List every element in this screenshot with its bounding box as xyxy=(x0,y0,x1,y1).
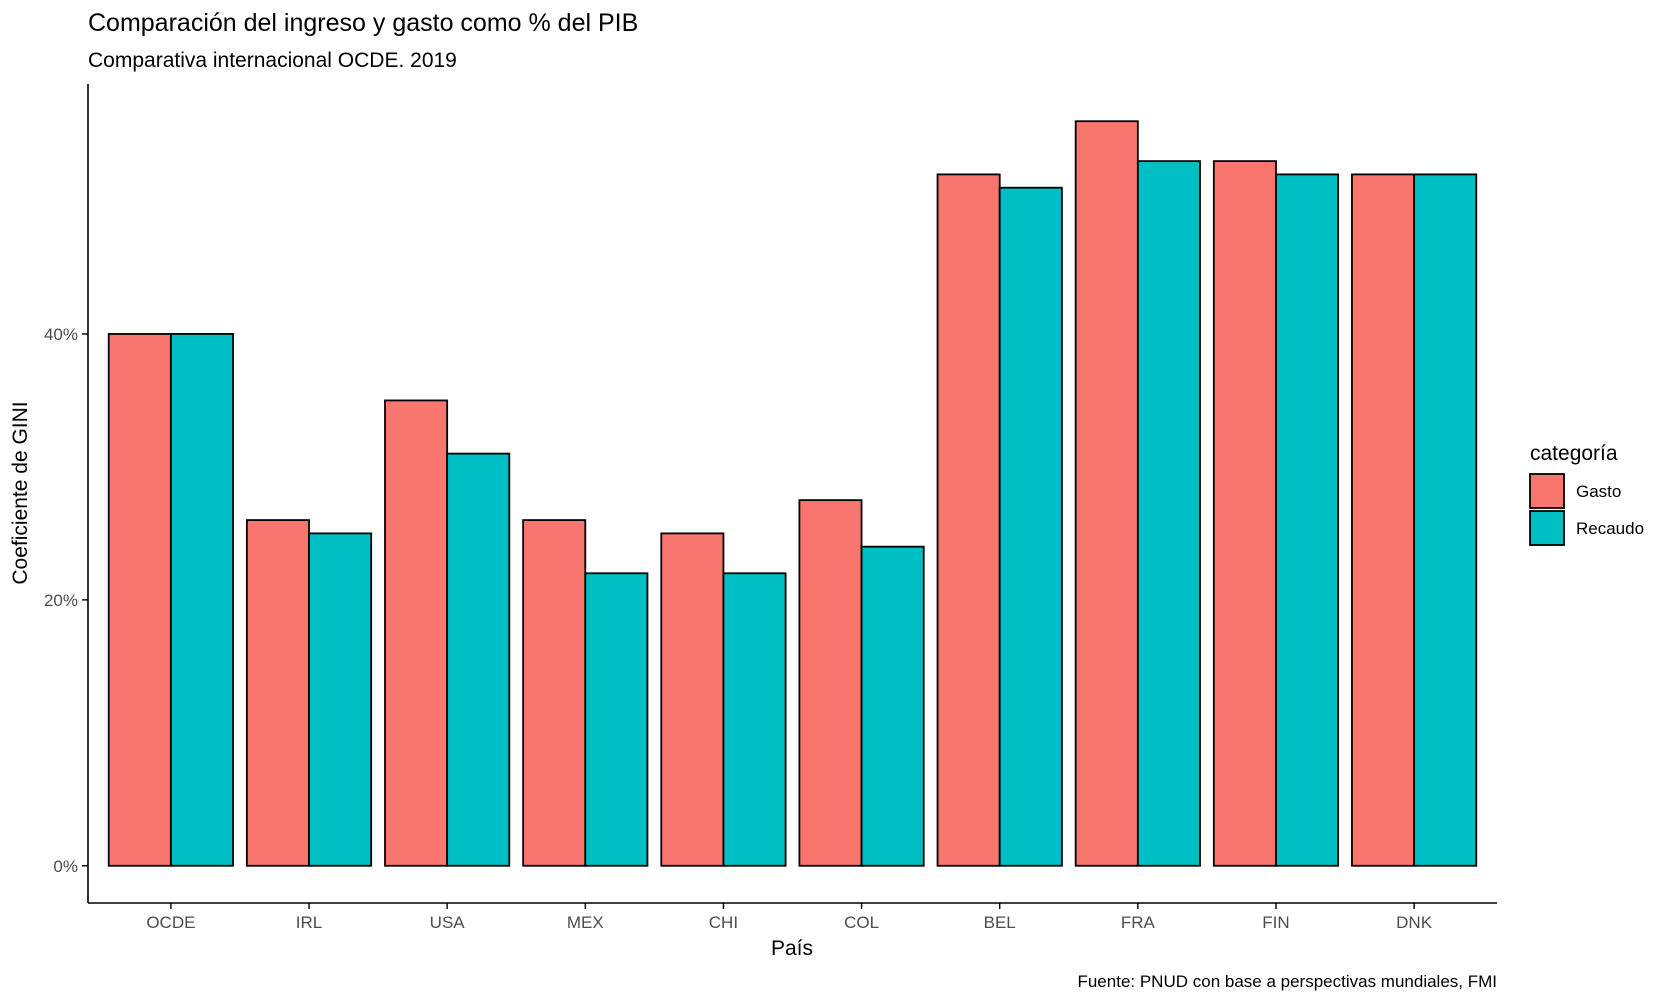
plot-area xyxy=(107,120,1478,867)
bar-gasto-dnk xyxy=(1351,173,1416,867)
bar-recaudo-fra xyxy=(1136,160,1201,867)
y-tick-label: 20% xyxy=(44,591,78,610)
bar-recaudo-mex xyxy=(584,572,649,867)
bar-recaudo-col xyxy=(860,545,925,867)
bar-gasto-fra xyxy=(1074,120,1139,867)
legend-label-gasto: Gasto xyxy=(1576,482,1621,501)
x-tick-label: MEX xyxy=(567,913,604,932)
x-tick-label: OCDE xyxy=(146,913,195,932)
x-tick-label: FIN xyxy=(1262,913,1289,932)
x-tick-label: DNK xyxy=(1396,913,1433,932)
x-tick-label: CHI xyxy=(709,913,738,932)
bar-gasto-chi xyxy=(660,532,725,867)
y-axis-ticks: 0% 20% 40% xyxy=(44,325,88,876)
bar-recaudo-usa xyxy=(446,452,511,867)
bar-gasto-irl xyxy=(245,519,310,867)
chart-caption: Fuente: PNUD con base a perspectivas mun… xyxy=(1077,972,1497,991)
legend-key-gasto xyxy=(1529,473,1565,509)
bar-recaudo-chi xyxy=(722,572,787,867)
bar-gasto-ocde xyxy=(107,333,172,867)
y-tick-label: 0% xyxy=(53,857,78,876)
chart-subtitle: Comparativa internacional OCDE. 2019 xyxy=(88,49,457,72)
x-tick-label: COL xyxy=(844,913,879,932)
bar-recaudo-irl xyxy=(308,532,373,867)
x-axis-label: País xyxy=(771,937,813,960)
chart-title: Comparación del ingreso y gasto como % d… xyxy=(88,9,638,37)
legend-title: categoría xyxy=(1530,442,1618,465)
x-tick-label: USA xyxy=(430,913,466,932)
bar-gasto-col xyxy=(798,499,863,867)
bar-gasto-mex xyxy=(522,519,587,867)
x-tick-label: BEL xyxy=(984,913,1016,932)
legend-label-recaudo: Recaudo xyxy=(1576,519,1644,538)
x-tick-label: FRA xyxy=(1121,913,1156,932)
legend-key-recaudo xyxy=(1529,510,1565,546)
bar-gasto-usa xyxy=(384,399,449,867)
y-tick-label: 40% xyxy=(44,325,78,344)
legend: categoría Gasto Recaudo xyxy=(1529,442,1644,546)
bar-recaudo-dnk xyxy=(1413,173,1478,867)
y-axis-label: Coeficiente de GINI xyxy=(9,401,32,584)
x-axis-ticks: OCDE IRL USA MEX CHI COL BEL FRA FIN DNK xyxy=(146,903,1433,932)
bar-gasto-fin xyxy=(1212,160,1277,867)
bar-recaudo-fin xyxy=(1275,173,1340,867)
bar-recaudo-bel xyxy=(998,186,1063,867)
x-tick-label: IRL xyxy=(296,913,322,932)
bar-gasto-bel xyxy=(936,173,1001,867)
bar-recaudo-ocde xyxy=(169,333,234,867)
